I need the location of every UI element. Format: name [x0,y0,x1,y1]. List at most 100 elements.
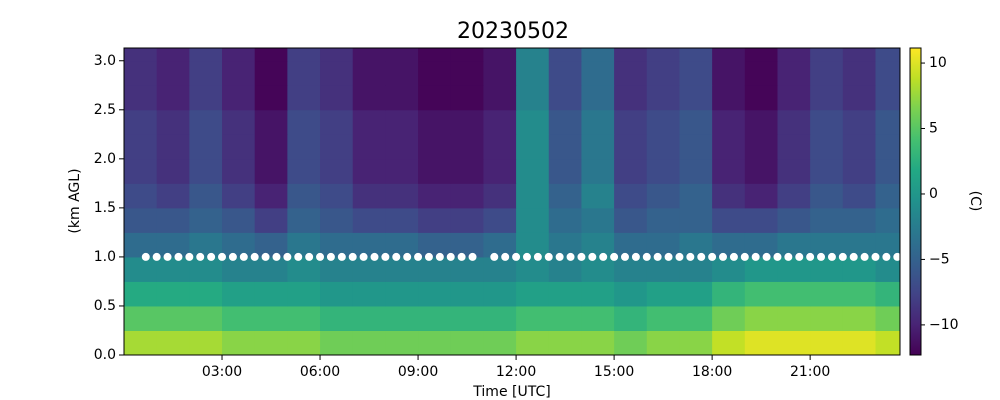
heatmap-cell [450,305,484,331]
marker [250,252,259,261]
heatmap-cell [222,330,256,356]
heatmap-cell [124,48,158,62]
heatmap-cell [189,109,223,135]
heatmap-cell [679,183,713,209]
heatmap-cell [842,305,876,331]
heatmap-cell [679,109,713,135]
heatmap-cell [287,281,321,307]
heatmap-cell [418,256,452,282]
heatmap-cell [810,85,844,111]
heatmap-cell [646,134,680,160]
heatmap-cell [646,232,680,258]
heatmap-cell [646,183,680,209]
marker [414,252,423,261]
heatmap-cell [581,281,615,307]
marker [174,252,183,261]
heatmap-cell [385,48,419,62]
marker [261,252,270,261]
heatmap-cell [156,330,190,356]
heatmap-cell [744,48,778,62]
plot-frame [123,47,901,356]
heatmap-cell [581,330,615,356]
heatmap-cell [646,109,680,135]
heatmap-cell [581,158,615,184]
heatmap-cell [450,183,484,209]
heatmap-cell [842,48,876,62]
heatmap-cell [875,109,901,135]
heatmap-cell [320,256,354,282]
heatmap-cell [418,281,452,307]
heatmap-cell [646,85,680,111]
marker [686,252,695,261]
y-tick-label: 0.0 [94,347,116,363]
marker [424,252,433,261]
x-tick-label: 18:00 [692,364,732,380]
heatmap-cell [875,305,901,331]
heatmap-cell [516,134,550,160]
heatmap-cell [614,256,648,282]
heatmap-cell [189,305,223,331]
heatmap-cell [744,305,778,331]
marker [305,252,314,261]
heatmap-cell [450,256,484,282]
heatmap-cell [156,232,190,258]
heatmap-cell [712,158,746,184]
heatmap-cell [516,256,550,282]
x-tick-label: 09:00 [398,364,438,380]
heatmap-cell [614,158,648,184]
heatmap-cell [875,60,901,86]
heatmap-cell [385,256,419,282]
heatmap-cell [810,305,844,331]
heatmap-cell [614,60,648,86]
heatmap-cell [287,207,321,233]
heatmap-cell [483,207,517,233]
heatmap-cell [614,85,648,111]
marker [207,252,216,261]
marker [294,252,303,261]
heatmap-cell [156,48,190,62]
heatmap-cell [679,158,713,184]
heatmap-cell [385,207,419,233]
marker [653,252,662,261]
marker [348,252,357,261]
heatmap-cell [516,281,550,307]
heatmap-cell [777,305,811,331]
marker [893,252,902,261]
heatmap-cell [222,256,256,282]
colorbar-tick-label: −5 [929,251,950,267]
marker [446,252,455,261]
heatmap-cell [189,85,223,111]
heatmap-cell [222,109,256,135]
marker [403,252,412,261]
heatmap-cell [712,134,746,160]
heatmap-cell [679,85,713,111]
heatmap-cell [418,85,452,111]
marker [610,252,619,261]
heatmap-cell [124,305,158,331]
heatmap-cell [516,305,550,331]
marker [239,252,248,261]
heatmap-cell [450,60,484,86]
heatmap-cell [287,305,321,331]
heatmap-cell [581,60,615,86]
colorbar-tick-label: −10 [929,317,959,333]
heatmap-cell [614,305,648,331]
heatmap-cell [581,232,615,258]
heatmap-cell [777,232,811,258]
heatmap-cell [646,330,680,356]
heatmap-cell [516,60,550,86]
heatmap-cell [581,134,615,160]
heatmap-cell [320,183,354,209]
marker [196,252,205,261]
marker [588,252,597,261]
heatmap-cell [614,134,648,160]
heatmap-cell [712,207,746,233]
heatmap-cell [287,48,321,62]
heatmap-cell [352,232,386,258]
x-tick-label: 21:00 [790,364,830,380]
heatmap-cell [287,109,321,135]
heatmap-cell [842,330,876,356]
heatmap-cell [679,48,713,62]
heatmap-cell [810,281,844,307]
heatmap-cell [156,256,190,282]
